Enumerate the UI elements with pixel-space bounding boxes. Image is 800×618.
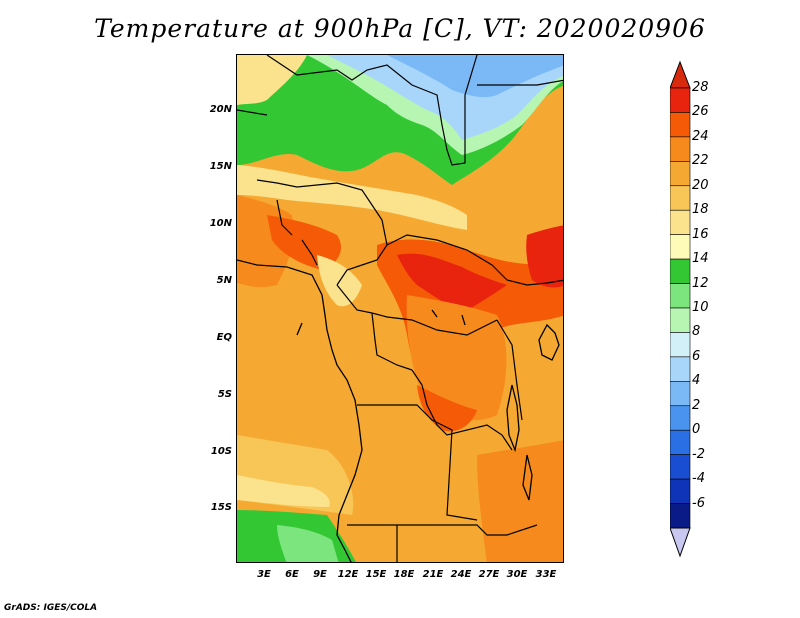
colorbar-swatch xyxy=(670,356,691,382)
colorbar-level-label: 20 xyxy=(692,177,709,193)
colorbar-level-label: 2 xyxy=(692,397,701,413)
lat-label-5n: 5N xyxy=(216,275,232,286)
cool-darkblue-region xyxy=(387,55,563,98)
lat-label-15s: 15S xyxy=(210,502,232,513)
sahel-band xyxy=(237,165,467,230)
east-hot-core xyxy=(526,225,563,288)
colorbar-swatch xyxy=(670,87,691,113)
lon-label-27e: 27E xyxy=(478,569,500,580)
lon-label-12e: 12E xyxy=(337,569,359,580)
colorbar-swatch xyxy=(670,136,691,162)
colorbar-level-label: -4 xyxy=(692,471,705,487)
lat-label-20n: 20N xyxy=(209,104,232,115)
colorbar-level-label: -6 xyxy=(692,495,705,511)
lon-label-33e: 33E xyxy=(535,569,557,580)
colorbar-top-arrow xyxy=(670,60,691,89)
colorbar-level-label: 6 xyxy=(692,348,701,364)
colorbar-level-label: -2 xyxy=(692,446,705,462)
lat-label-10n: 10N xyxy=(209,218,232,229)
colorbar-level-label: 14 xyxy=(692,251,709,267)
colorbar-level-label: 16 xyxy=(692,226,709,242)
colorbar-swatch xyxy=(670,503,691,529)
lon-label-18e: 18E xyxy=(393,569,415,580)
lon-label-15e: 15E xyxy=(365,569,387,580)
colorbar xyxy=(670,60,691,558)
grads-credit: GrADS: IGES/COLA xyxy=(4,603,98,613)
temperature-map xyxy=(236,54,564,563)
colorbar-swatch xyxy=(670,234,691,260)
colorbar-swatch xyxy=(670,332,691,358)
colorbar-level-label: 8 xyxy=(692,324,701,340)
colorbar-swatch xyxy=(670,405,691,431)
chart-title: Temperature at 900hPa [C], VT: 202002090… xyxy=(94,14,706,43)
colorbar-swatch xyxy=(670,307,691,333)
colorbar-swatch xyxy=(670,454,691,480)
lon-label-3e: 3E xyxy=(257,569,271,580)
colorbar-swatch xyxy=(670,258,691,284)
lat-label-5s: 5S xyxy=(217,389,232,400)
country-borders xyxy=(237,55,563,562)
colorbar-level-label: 28 xyxy=(692,80,709,95)
lat-label-15n: 15N xyxy=(209,161,232,172)
colorbar-level-label: 4 xyxy=(692,373,701,389)
colorbar-swatch xyxy=(670,381,691,407)
colorbar-swatch xyxy=(670,185,691,211)
lat-label-10s: 10S xyxy=(210,446,232,457)
colorbar-level-label: 22 xyxy=(692,153,709,169)
lon-label-30e: 30E xyxy=(506,569,528,580)
colorbar-swatch xyxy=(670,209,691,235)
map-canvas xyxy=(237,55,563,562)
lon-label-9e: 9E xyxy=(313,569,327,580)
colorbar-level-label: 18 xyxy=(692,202,709,218)
lon-label-6e: 6E xyxy=(285,569,299,580)
coastlines xyxy=(237,259,363,562)
hottest-core xyxy=(397,253,507,313)
sw-lightgreen-region xyxy=(277,525,339,562)
colorbar-swatch xyxy=(670,283,691,309)
colorbar-swatch xyxy=(670,112,691,138)
colorbar-bottom-arrow xyxy=(670,527,691,558)
great-lakes xyxy=(431,309,560,501)
lon-label-24e: 24E xyxy=(450,569,472,580)
colorbar-level-label: 24 xyxy=(692,128,709,144)
sw-light-band xyxy=(237,475,330,507)
colorbar-level-label: 10 xyxy=(692,300,709,315)
se-warm-region xyxy=(477,440,563,562)
colorbar-swatch xyxy=(670,478,691,504)
colorbar-level-label: 12 xyxy=(692,275,709,291)
colorbar-level-label: 26 xyxy=(692,104,709,120)
nw-yellow-region xyxy=(237,55,307,105)
lat-label-eq: EQ xyxy=(216,332,232,343)
congo-interior xyxy=(406,295,507,421)
colorbar-swatch xyxy=(670,161,691,187)
lon-label-21e: 21E xyxy=(422,569,444,580)
colorbar-level-label: 0 xyxy=(692,422,701,438)
colorbar-swatch xyxy=(670,429,691,455)
